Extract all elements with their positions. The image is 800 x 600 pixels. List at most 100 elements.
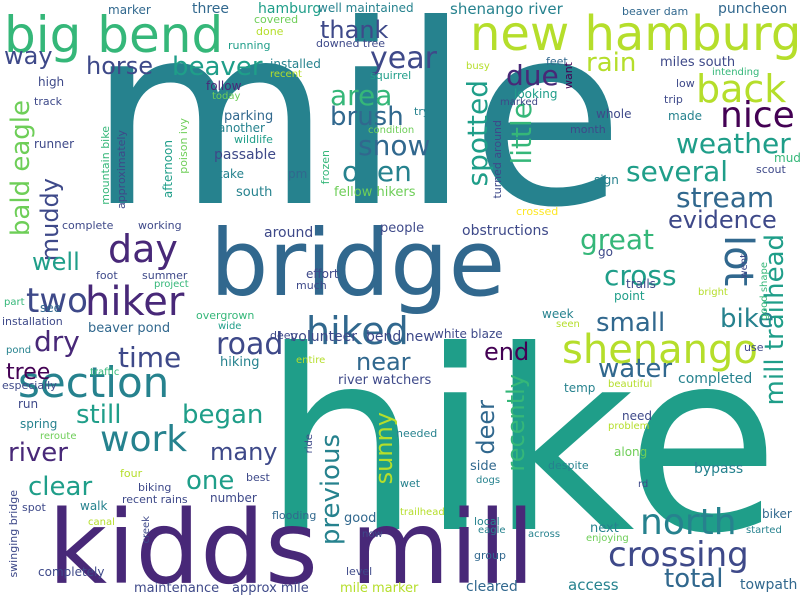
- word-problem: problem: [608, 421, 650, 432]
- word-well: well: [32, 248, 80, 276]
- word-pond: pond: [6, 345, 32, 356]
- word-evidence: evidence: [668, 206, 777, 234]
- word-now: now: [362, 529, 383, 540]
- word-runner: runner: [34, 137, 75, 151]
- word-well-maintained: well maintained: [318, 1, 414, 15]
- word-frozen: frozen: [319, 150, 332, 185]
- word-foot: foot: [96, 269, 118, 282]
- word-one: one: [186, 466, 235, 496]
- word-clear: clear: [28, 472, 93, 502]
- word-local: local: [474, 515, 500, 528]
- word-bridge: bridge: [210, 210, 506, 317]
- word-maintenance: maintenance: [134, 581, 220, 596]
- word-trailhead: trailhead: [400, 507, 445, 518]
- word-rd: rd: [638, 479, 649, 490]
- word-volunteer: volunteer: [290, 329, 357, 345]
- word-hamburg: hamburg: [258, 1, 322, 17]
- word-around: around: [264, 225, 314, 241]
- word-project: project: [154, 279, 189, 290]
- word-level: level: [346, 565, 373, 578]
- word-today: today: [212, 91, 241, 102]
- word-intending: intending: [712, 67, 760, 78]
- word-spring: spring: [20, 417, 58, 431]
- word-river: river: [8, 438, 68, 468]
- word-spot: spot: [22, 501, 46, 514]
- word-temp: temp: [564, 381, 596, 395]
- word-needed: needed: [396, 427, 438, 440]
- word-scout: scout: [756, 163, 786, 176]
- word-traffic: traffic: [90, 367, 120, 378]
- word-afternoon: afternoon: [161, 140, 175, 199]
- word-use: use: [744, 341, 764, 354]
- word-side: side: [470, 459, 497, 474]
- word-installed: installed: [270, 57, 321, 71]
- word-south: south: [236, 185, 273, 200]
- word-especially: especially: [2, 379, 57, 392]
- word-biker: biker: [762, 507, 792, 521]
- word-made: made: [668, 109, 703, 123]
- word-point: point: [614, 289, 645, 303]
- word-go: go: [598, 245, 613, 259]
- word-deep: deep: [270, 329, 298, 342]
- word-puncheon: puncheon: [718, 1, 788, 17]
- word-hiking: hiking: [220, 355, 260, 370]
- word-best: best: [246, 471, 270, 484]
- word-near: near: [356, 348, 411, 376]
- word-entire: entire: [296, 355, 326, 366]
- word-next: next: [590, 521, 619, 536]
- word-went: went: [739, 254, 750, 279]
- word-weather: weather: [676, 127, 791, 160]
- word-wildlife: wildlife: [234, 133, 273, 146]
- word-new-hamburg: new hamburg: [470, 6, 800, 62]
- word-run: run: [18, 397, 39, 411]
- word-brush: brush: [330, 102, 404, 132]
- word-previous: previous: [316, 434, 346, 546]
- word-year: year: [370, 41, 437, 76]
- word-water: water: [598, 354, 673, 384]
- word-part: part: [4, 297, 25, 308]
- word-parking: parking: [224, 109, 274, 124]
- word-road: road: [216, 327, 284, 362]
- word-passable: passable: [214, 147, 277, 163]
- word-towpath: towpath: [740, 577, 798, 593]
- word-canal: canal: [88, 517, 115, 528]
- word-downed-tree: downed tree: [316, 37, 386, 50]
- word-bike: bike: [720, 304, 774, 334]
- word-started: started: [746, 525, 782, 536]
- word-end: end: [484, 338, 530, 366]
- word-month: month: [570, 123, 606, 136]
- word-open: open: [342, 155, 412, 188]
- word-access: access: [568, 576, 619, 594]
- word-north: north: [640, 502, 737, 543]
- word-spotted: spotted: [461, 80, 494, 187]
- word-dogs: dogs: [476, 475, 501, 486]
- word-high: high: [38, 75, 65, 89]
- word-follow: follow: [206, 79, 242, 93]
- word-see: see: [40, 301, 62, 315]
- word-bright: bright: [698, 287, 728, 298]
- word-summer: summer: [142, 269, 188, 282]
- word-ride: ride: [304, 434, 315, 454]
- word-nice: nice: [720, 95, 795, 136]
- word-feet: feet: [546, 55, 568, 68]
- word-mile: mile: [88, 0, 625, 262]
- word-working: working: [138, 219, 182, 232]
- word-completely: completely: [38, 565, 105, 579]
- word-crossed: crossed: [516, 205, 559, 218]
- word-thank: thank: [320, 16, 389, 44]
- word-pm: pm: [288, 167, 308, 181]
- word-mountain-bike: mountain bike: [99, 126, 112, 205]
- word-recent-rains: recent rains: [122, 493, 188, 506]
- word-track: track: [34, 95, 62, 108]
- word-completed: completed: [678, 371, 753, 387]
- word-tree: tree: [6, 360, 51, 385]
- word-great: great: [580, 223, 655, 256]
- word-river-watchers: river watchers: [338, 373, 432, 388]
- word-approx-mile: approx mile: [232, 581, 309, 596]
- word-number: number: [210, 491, 257, 505]
- word-good: good: [344, 511, 377, 526]
- word-another: another: [218, 121, 265, 135]
- word-fellow-hikers: fellow hikers: [334, 185, 416, 200]
- word-bypass: bypass: [694, 461, 744, 477]
